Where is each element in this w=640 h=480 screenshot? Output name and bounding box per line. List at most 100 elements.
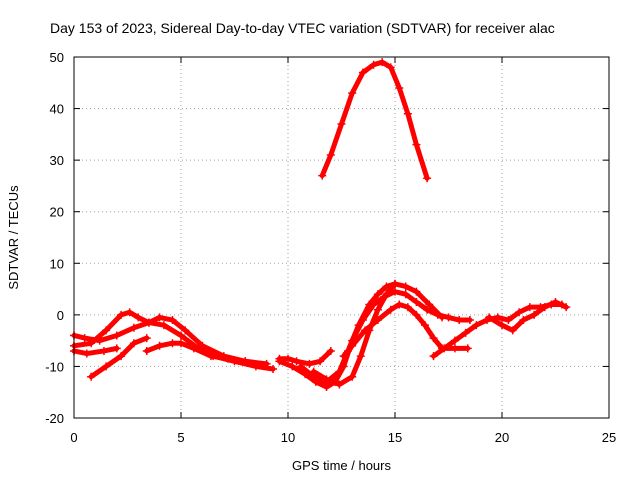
data-point: [540, 303, 549, 312]
data-point: [485, 313, 494, 322]
data-point: [198, 341, 207, 350]
data-point: [412, 287, 421, 296]
data-point: [224, 354, 233, 363]
data-point: [423, 305, 432, 314]
data-point: [102, 326, 111, 335]
data-point: [82, 349, 91, 358]
series-arc-peak: [318, 58, 432, 183]
data-point: [412, 140, 421, 149]
data-point: [112, 344, 121, 353]
data-point: [99, 346, 108, 355]
data-point: [391, 287, 399, 296]
data-point: [206, 352, 215, 361]
data-point: [95, 336, 104, 345]
plot-frame: [73, 56, 610, 419]
data-point: [117, 310, 126, 319]
data-point: [309, 367, 318, 376]
data-point: [373, 290, 382, 299]
series-arc-12: [485, 297, 571, 335]
data-point: [378, 58, 387, 67]
data-point: [134, 313, 143, 322]
data-point: [155, 313, 164, 322]
data-point: [403, 109, 412, 118]
x-tick-label: 10: [281, 430, 295, 445]
data-point: [354, 321, 363, 330]
data-point: [373, 305, 382, 314]
data-point: [515, 308, 524, 317]
series-arc-8: [296, 279, 447, 386]
data-point: [337, 120, 346, 129]
data-point: [177, 339, 185, 348]
chart-title: Day 153 of 2023, Sidereal Day-to-day VTE…: [50, 20, 555, 36]
data-point: [189, 344, 198, 353]
y-tick-label: 30: [50, 153, 64, 168]
y-tick-label: -20: [45, 411, 64, 426]
data-point: [429, 352, 438, 361]
data-point: [181, 326, 190, 335]
data-point: [159, 321, 168, 330]
x-tick-label: 5: [177, 430, 184, 445]
series-line: [319, 59, 430, 181]
data-point: [144, 318, 153, 327]
data-point: [525, 303, 534, 312]
series-arc-9: [309, 279, 399, 389]
data-point: [382, 282, 391, 291]
x-tick-label: 0: [70, 430, 77, 445]
data-point: [155, 341, 164, 350]
data-point: [401, 290, 410, 299]
data-point: [423, 174, 432, 183]
data-point: [455, 316, 464, 325]
data-point: [102, 362, 111, 371]
data-point: [168, 316, 177, 325]
data-point: [87, 372, 96, 381]
data-point: [112, 331, 121, 340]
data-point: [269, 365, 278, 374]
y-tick-label: 20: [50, 205, 64, 220]
y-tick-label: 40: [50, 102, 64, 117]
data-point: [395, 83, 404, 92]
x-axis-label: GPS time / hours: [292, 458, 391, 473]
data-point: [356, 352, 365, 361]
y-tick-label: 10: [50, 256, 64, 271]
data-point: [403, 303, 412, 312]
data-point: [361, 326, 370, 335]
data-point: [551, 297, 560, 306]
data-point: [80, 334, 89, 343]
data-point: [562, 303, 571, 312]
data-point: [335, 380, 344, 389]
data-point: [326, 150, 335, 159]
data-point: [508, 326, 517, 335]
data-point: [125, 308, 134, 317]
data-point: [401, 282, 410, 291]
data-point: [284, 354, 292, 363]
y-tick-label: -10: [45, 359, 64, 374]
data-point: [348, 372, 357, 381]
data-point: [472, 321, 481, 330]
data-point: [429, 334, 438, 343]
data-point: [348, 89, 357, 98]
data-point: [296, 362, 305, 371]
data-point: [412, 310, 421, 319]
data-point: [438, 313, 447, 322]
y-tick-label: 50: [50, 50, 64, 65]
data-point: [369, 60, 378, 69]
data-point: [365, 300, 374, 309]
x-tick-label: 25: [602, 430, 616, 445]
data-point: [318, 171, 327, 180]
data-point: [292, 357, 301, 366]
x-tick-label: 20: [495, 430, 509, 445]
data-point: [391, 279, 399, 288]
data-point: [461, 328, 470, 337]
data-point: [465, 316, 474, 325]
data-point: [305, 359, 314, 368]
data-point: [326, 346, 335, 355]
data-point: [373, 316, 382, 325]
data-point: [322, 375, 331, 384]
data-point: [335, 367, 344, 376]
data-point: [440, 344, 449, 353]
series-arc-7: [275, 287, 474, 392]
x-tick-label: 15: [388, 430, 402, 445]
series-line: [71, 345, 120, 357]
data-point: [530, 310, 539, 319]
